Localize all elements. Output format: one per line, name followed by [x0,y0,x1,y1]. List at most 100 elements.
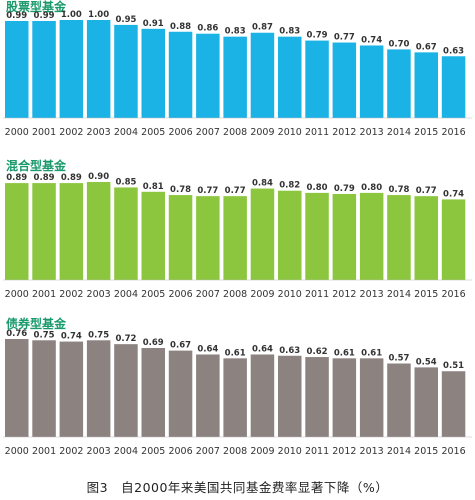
x-tick-label: 2012 [332,289,356,300]
bar [223,36,247,118]
x-tick-label: 2010 [278,127,302,138]
bar [359,358,384,437]
x-tick-label: 2007 [196,127,220,138]
x-tick-label: 2006 [168,289,192,300]
data-label: 0.67 [170,341,191,351]
x-tick-label: 2008 [223,446,247,457]
bar [250,32,275,118]
data-label: 0.91 [143,19,164,29]
x-tick-label: 2004 [114,446,138,457]
bar [86,182,111,280]
x-tick-label: 2003 [87,289,111,300]
data-label: 0.80 [307,183,328,193]
x-tick-label: 2007 [196,446,220,457]
data-label: 0.78 [388,185,409,195]
x-tick-label: 2005 [141,289,165,300]
data-label: 0.61 [361,348,382,358]
bar [441,371,466,437]
bar [414,196,438,280]
bar [305,192,329,280]
data-label: 0.79 [307,31,328,41]
bar [196,196,220,280]
bar [141,28,165,118]
bar [387,49,411,118]
bar [114,24,138,118]
data-label: 0.89 [6,173,27,183]
bar [114,344,138,437]
chart-title: 债券型基金 [6,316,67,331]
x-tick-label: 2002 [59,289,83,300]
bar [278,190,302,280]
data-label: 0.78 [170,185,191,195]
data-label: 0.77 [334,33,355,43]
data-label: 0.89 [61,173,82,183]
bar [59,183,84,280]
x-tick-label: 2006 [168,127,192,138]
bar [250,354,275,437]
x-tick-label: 2010 [278,446,302,457]
x-tick-label: 2004 [114,127,138,138]
bar [359,192,384,280]
x-tick-label: 2015 [414,289,438,300]
bar [32,340,56,437]
x-tick-label: 2007 [196,289,220,300]
x-tick-label: 2008 [223,289,247,300]
x-tick-label: 2011 [305,289,329,300]
x-tick-label: 2005 [141,446,165,457]
data-label: 0.74 [443,189,464,199]
bar [59,341,84,437]
data-label: 0.75 [88,330,109,340]
x-tick-label: 2012 [332,446,356,457]
bar [441,199,466,280]
x-tick-label: 2003 [87,127,111,138]
x-tick-label: 2000 [5,446,29,457]
x-tick-label: 2003 [87,446,111,457]
data-label: 0.64 [252,344,273,354]
bar [223,196,247,280]
data-label: 0.95 [115,15,136,25]
x-tick-label: 2011 [305,446,329,457]
bar [141,348,165,437]
x-tick-label: 2001 [32,127,56,138]
bar [359,45,384,119]
x-tick-label: 2009 [250,289,274,300]
data-label: 0.57 [388,354,409,364]
bar [5,183,29,280]
data-label: 0.83 [279,27,300,37]
x-tick-label: 2016 [441,127,465,138]
data-label: 0.88 [170,22,191,32]
data-label: 0.85 [115,177,136,187]
x-tick-label: 2013 [360,289,384,300]
bar [196,33,220,118]
data-label: 1.00 [61,10,82,20]
data-label: 0.89 [34,173,55,183]
data-label: 0.76 [6,329,27,339]
x-tick-label: 2006 [168,446,192,457]
data-label: 0.51 [443,361,464,371]
bar [223,358,247,437]
data-label: 0.99 [6,11,27,21]
chart-title: 混合型基金 [6,158,67,173]
x-tick-label: 2016 [441,289,465,300]
bar [305,40,329,118]
x-tick-label: 2000 [5,289,29,300]
data-label: 0.86 [197,24,218,34]
data-label: 0.84 [252,179,273,189]
x-tick-label: 2014 [387,446,411,457]
x-tick-label: 2016 [441,446,465,457]
bar [141,191,165,280]
data-label: 0.83 [225,27,246,37]
data-label: 0.61 [334,348,355,358]
bar [196,354,220,437]
bar [332,358,357,437]
bar [59,20,84,118]
x-tick-label: 2009 [250,127,274,138]
data-label: 0.79 [334,184,355,194]
data-label: 0.64 [197,344,218,354]
data-label: 0.62 [307,347,328,357]
data-label: 0.70 [388,39,409,49]
